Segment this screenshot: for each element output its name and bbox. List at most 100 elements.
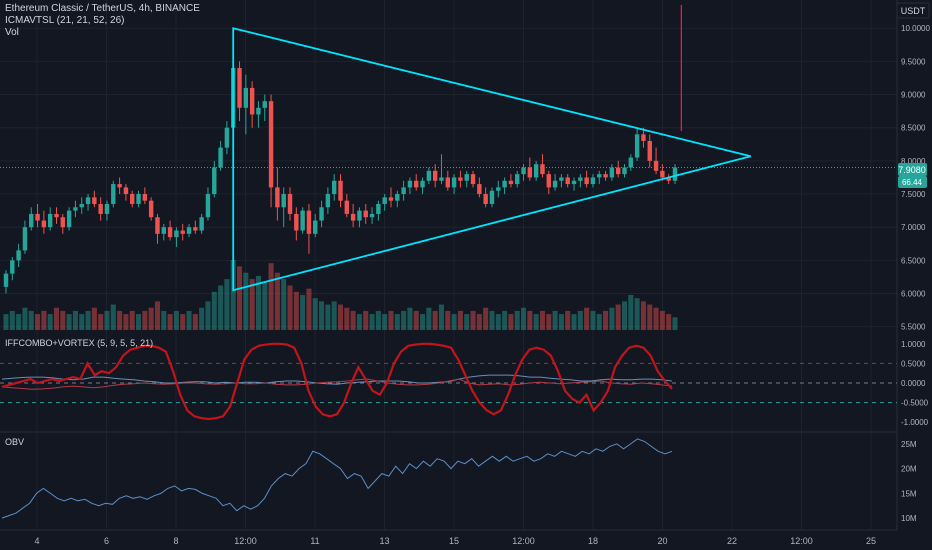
candle-body	[559, 177, 564, 181]
candle-body	[186, 227, 192, 234]
price-tick-label: 10.0000	[901, 24, 930, 33]
volume-bar	[186, 310, 192, 330]
candle-body	[287, 194, 293, 214]
volume-bar	[91, 307, 97, 330]
volume-bar	[350, 310, 356, 330]
candle-body	[344, 200, 350, 214]
volume-bar	[142, 310, 148, 330]
volume-bar	[647, 304, 653, 330]
candle-body	[439, 177, 444, 181]
volume-bar	[306, 288, 312, 330]
candle-body	[54, 213, 59, 218]
volume-bar	[319, 301, 325, 330]
oscillator-title[interactable]: IFFCOMBO+VORTEX (5, 9, 5, 5, 21)	[5, 338, 153, 348]
volume-bar	[72, 310, 78, 330]
oscillator-pane	[0, 342, 897, 421]
candle-body	[161, 227, 166, 234]
volume-bar	[502, 310, 508, 330]
volume-bar	[558, 314, 564, 330]
volume-bar	[356, 314, 362, 330]
candle-body	[47, 213, 53, 228]
volume-bar	[495, 314, 501, 330]
obv-tick-label: 10M	[901, 514, 917, 523]
candle-body	[571, 180, 577, 185]
volume-bar	[634, 298, 640, 330]
candle-body	[369, 213, 375, 218]
candle-body	[533, 164, 539, 178]
volume-bar	[514, 310, 520, 330]
candle-body	[628, 157, 634, 168]
volume-bar	[60, 310, 66, 330]
volume-bar	[603, 310, 609, 330]
volume-bar	[420, 314, 426, 330]
time-tick-label: 12:00	[512, 536, 535, 546]
price-tick-label: 6.0000	[901, 290, 926, 299]
volume-bars	[3, 260, 678, 330]
iff-line	[1, 342, 673, 421]
volume-bar	[85, 310, 91, 330]
candle-body	[584, 177, 589, 185]
volume-bar	[672, 317, 678, 330]
candle-body	[123, 187, 129, 195]
volume-bar	[438, 304, 445, 330]
candle-body	[464, 174, 469, 181]
price-tick-label: 7.5000	[901, 190, 926, 199]
time-tick-label: 12:00	[234, 536, 257, 546]
volume-bar	[287, 285, 293, 330]
candle-body	[477, 184, 482, 195]
volume-bar	[546, 314, 552, 330]
volume-bar	[628, 295, 634, 330]
candle-body	[249, 87, 255, 115]
candle-body	[647, 140, 652, 161]
volume-bar	[451, 314, 457, 330]
candle-body	[199, 217, 204, 231]
volume-bar	[621, 301, 628, 330]
volume-bar	[483, 307, 489, 330]
candle-body	[79, 203, 84, 208]
candle-body	[205, 194, 211, 218]
candle-body	[243, 87, 249, 108]
candle-body	[432, 170, 438, 181]
candle-body	[420, 180, 425, 188]
time-tick-label: 8	[173, 536, 178, 546]
volume-bar	[401, 310, 407, 330]
candle-body	[546, 174, 551, 188]
candle-body	[155, 217, 160, 234]
candle-body	[85, 197, 91, 204]
volume-bar	[609, 307, 615, 330]
candle-body	[275, 187, 280, 208]
obv-title[interactable]: OBV	[5, 437, 24, 447]
volume-bar	[192, 314, 198, 330]
candle-body	[508, 180, 514, 185]
volume-bar	[394, 314, 400, 330]
volume-bar	[369, 314, 375, 330]
volume-bar	[117, 310, 123, 330]
candle-body	[29, 213, 34, 228]
volume-bar	[262, 282, 268, 330]
time-tick-label: 6	[104, 536, 109, 546]
volume-bar	[615, 304, 621, 330]
time-tick-label: 4	[34, 536, 39, 546]
price-tick-label: 5.5000	[901, 323, 926, 332]
indicator-label[interactable]: ICMAVTSL (21, 21, 52, 26)	[5, 15, 125, 26]
volume-bar	[407, 307, 413, 330]
triangle-pattern[interactable]	[232, 5, 751, 292]
volume-bar	[79, 314, 85, 330]
time-axis[interactable]: 4 6 8 12:00 11 13 15 12:00 18 20 22 12:00 25	[34, 536, 876, 546]
secondary-value-label: 66.44	[902, 178, 923, 187]
candle-body	[148, 200, 154, 218]
currency-badge[interactable]	[896, 2, 930, 19]
volume-label[interactable]: Vol	[5, 27, 19, 38]
candle-body	[35, 213, 40, 221]
candle-body	[268, 101, 274, 188]
candle-body	[3, 273, 9, 287]
price-tick-label: 7.0000	[901, 223, 926, 232]
symbol-title[interactable]: Ethereum Classic / TetherUS, 4h, BINANCE	[5, 3, 200, 14]
volume-bar	[110, 304, 116, 330]
osc-tick-label: -1.0000	[901, 418, 929, 427]
price-axis[interactable]: 10.0000 9.5000 9.0000 8.5000 8.0000 7.5000 7.0…	[901, 24, 930, 523]
volume-bar	[205, 301, 211, 330]
volume-bar	[552, 310, 558, 330]
candle-body	[363, 210, 368, 218]
